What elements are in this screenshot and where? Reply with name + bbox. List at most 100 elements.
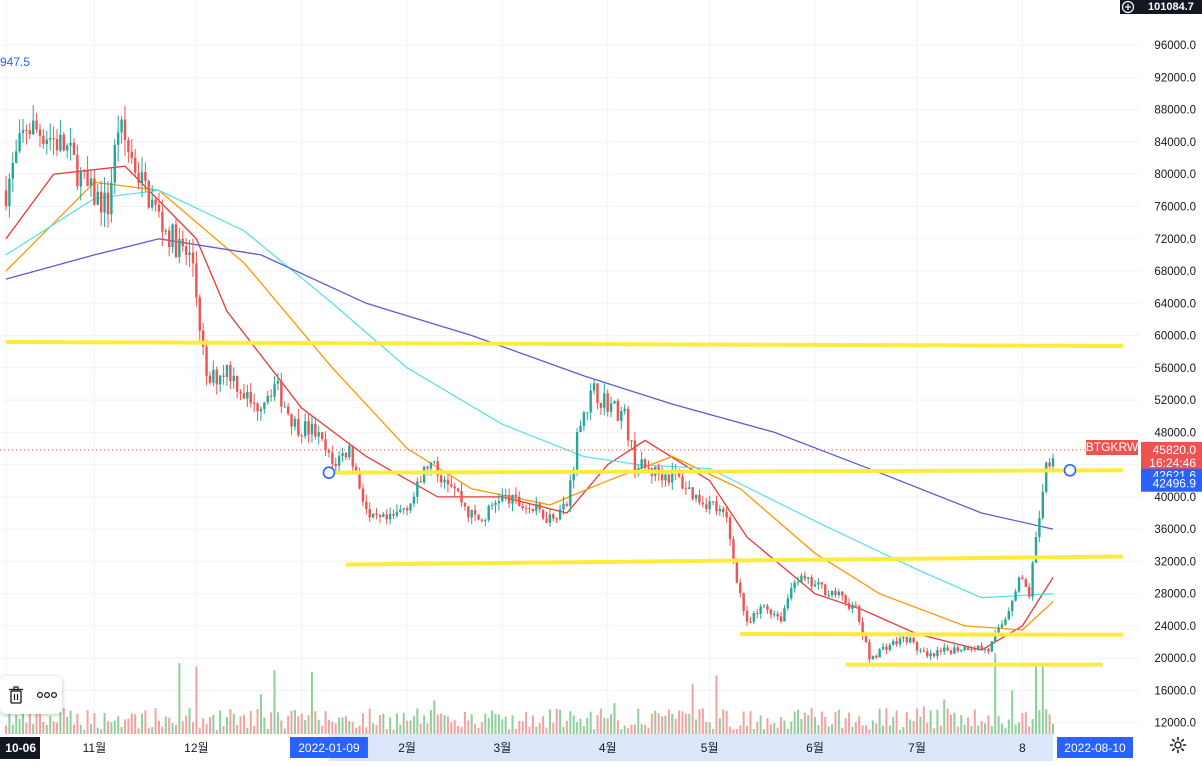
- candle-body: [552, 514, 555, 519]
- volume-bar: [59, 711, 62, 734]
- time-axis[interactable]: 11월12월22월3월4월5월6월7월8: [83, 741, 1026, 755]
- volume-bar: [348, 721, 351, 734]
- candle-body: [198, 297, 201, 331]
- plus-circle-icon[interactable]: [1120, 0, 1136, 14]
- candle-body: [21, 130, 25, 134]
- volume-bar: [259, 694, 262, 734]
- settings-button[interactable]: [1160, 735, 1196, 759]
- volume-bar: [144, 710, 147, 734]
- candle-body: [909, 637, 912, 643]
- line-anchors[interactable]: [322, 463, 1077, 479]
- candle-body: [246, 391, 249, 399]
- candle-body: [575, 432, 579, 470]
- candle-body: [728, 517, 732, 540]
- volume-bar: [766, 718, 769, 734]
- volume-bar: [851, 726, 854, 734]
- candle-body: [830, 590, 834, 596]
- volume-bar: [834, 712, 837, 734]
- volume-bar: [980, 720, 983, 734]
- candle-body: [310, 423, 314, 435]
- start-date-label: 10-06: [5, 741, 36, 755]
- volume-bar: [130, 713, 133, 734]
- volume-bar: [667, 709, 670, 734]
- candle-body: [769, 609, 773, 615]
- candle-body: [895, 641, 898, 645]
- support-resistance-line[interactable]: [740, 631, 1124, 637]
- candle-body: [154, 199, 157, 205]
- volume-bar: [542, 716, 545, 734]
- volume-bar: [854, 722, 857, 734]
- candle-body: [378, 515, 382, 517]
- volume-bar: [820, 711, 823, 734]
- candle-body: [929, 653, 932, 657]
- price-tick-label: 32000.0: [1154, 556, 1196, 568]
- candle-body: [599, 403, 603, 408]
- volume-bar: [661, 716, 664, 734]
- candle-body: [460, 491, 463, 503]
- price-tick-label: 88000.0: [1154, 105, 1196, 117]
- volume-bar: [426, 723, 429, 734]
- volume-bar: [1014, 724, 1017, 734]
- volume-bar: [882, 725, 885, 734]
- volume-bar: [593, 729, 596, 734]
- volume-bar: [562, 726, 565, 734]
- volume-bar: [137, 728, 140, 734]
- candle-body: [807, 577, 810, 579]
- horizontal-lines[interactable]: [5, 339, 1124, 667]
- volume-bar: [239, 716, 242, 734]
- price-tick-label: 92000.0: [1154, 72, 1196, 84]
- candle-body: [65, 145, 69, 151]
- volume-bar: [8, 713, 11, 734]
- volume-bar: [810, 708, 813, 734]
- zoom-readout[interactable]: 101084.7: [1120, 0, 1202, 14]
- price-tick-label: 16000.0: [1154, 685, 1196, 697]
- candle-body: [426, 466, 429, 469]
- candle-body: [28, 130, 31, 135]
- more-icon[interactable]: [31, 676, 62, 714]
- candle-body: [705, 504, 708, 509]
- support-resistance-line[interactable]: [345, 554, 1124, 567]
- price-tick-label: 84000.0: [1154, 137, 1196, 149]
- candle-body: [681, 476, 684, 489]
- candle-body: [973, 648, 977, 650]
- candle-body: [439, 475, 443, 483]
- volume-bar: [797, 709, 800, 734]
- line-anchor-handle[interactable]: [1063, 463, 1077, 477]
- candle-body: [994, 633, 997, 642]
- volume-bar: [174, 724, 177, 734]
- candle-body: [358, 470, 361, 489]
- volume-bar: [861, 725, 864, 734]
- volume-bar: [803, 712, 806, 734]
- price-tick-label: 72000.0: [1154, 234, 1196, 246]
- price-axis-bg[interactable]: [1140, 0, 1202, 734]
- candle-body: [463, 502, 467, 507]
- volume-bar: [419, 723, 422, 734]
- support-resistance-line[interactable]: [5, 339, 1124, 349]
- candle-body: [977, 645, 980, 650]
- gear-icon[interactable]: [1169, 736, 1187, 759]
- candle-body: [385, 514, 388, 520]
- volume-bar: [86, 710, 89, 734]
- trash-icon[interactable]: [0, 676, 31, 714]
- candle-body: [201, 330, 205, 347]
- candle-body: [762, 605, 766, 607]
- volume-bar: [110, 722, 113, 734]
- candle-body: [956, 647, 960, 652]
- candle-body: [167, 230, 171, 248]
- candle-body: [868, 642, 871, 660]
- price-axis[interactable]: 96000.0 92000.0 88000.0 84000.0 80000.0 76000…: [1154, 40, 1196, 730]
- candle-body: [110, 182, 113, 215]
- candle-body: [1051, 458, 1055, 467]
- line-anchor-handle[interactable]: [322, 466, 336, 479]
- volume-bar: [283, 728, 286, 734]
- candle-body: [450, 484, 453, 487]
- candle-body: [620, 411, 623, 421]
- volume-bar: [307, 715, 310, 734]
- support-resistance-line[interactable]: [328, 468, 1124, 475]
- volume-bar: [446, 716, 449, 734]
- candle-body: [521, 505, 524, 509]
- volume-bar: [793, 711, 796, 734]
- moving-average-line: [5, 238, 1054, 530]
